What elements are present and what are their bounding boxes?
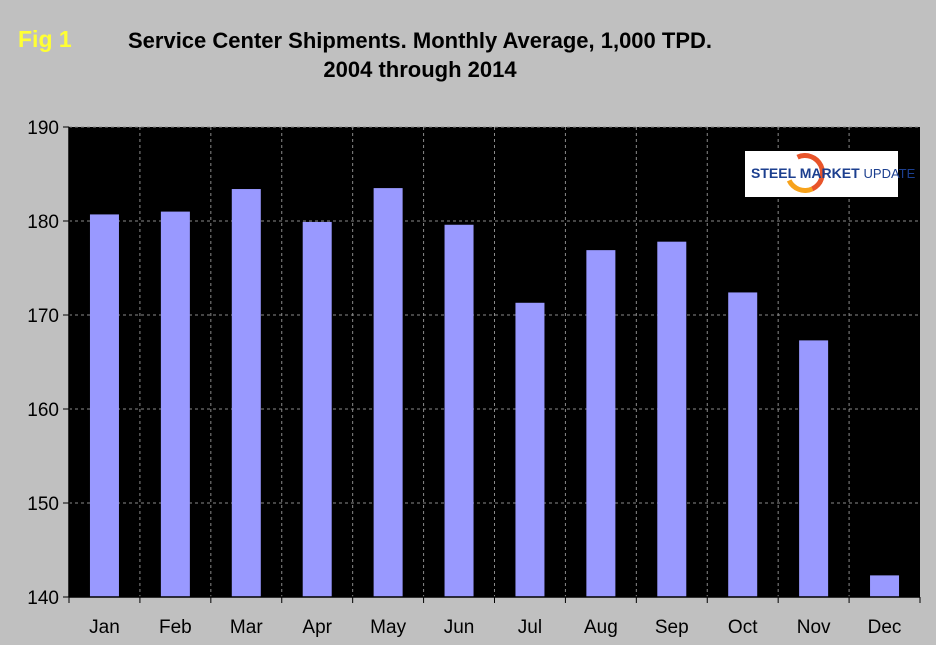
bar-sep xyxy=(657,241,687,597)
x-tick-label: May xyxy=(370,617,406,638)
x-tick-label: Nov xyxy=(797,617,831,638)
y-tick-label: 160 xyxy=(27,400,59,421)
x-tick-label: Mar xyxy=(230,617,263,638)
bar-nov xyxy=(799,340,829,597)
x-tick-label: Aug xyxy=(584,617,618,638)
x-tick-label: Jul xyxy=(518,617,542,638)
chart-title-line1: Service Center Shipments. Monthly Averag… xyxy=(127,28,712,53)
x-tick-label: Sep xyxy=(655,617,689,638)
bar-apr xyxy=(302,221,332,597)
x-tick-label: Oct xyxy=(728,617,758,638)
logo-text-main: STEEL MARKET xyxy=(751,165,860,181)
y-tick-label: 150 xyxy=(27,494,59,515)
chart-title-line2: 2004 through 2014 xyxy=(323,57,517,82)
x-tick-label: Dec xyxy=(868,617,902,638)
y-tick-label: 140 xyxy=(27,588,59,609)
bar-mar xyxy=(231,189,261,598)
figure-label: Fig 1 xyxy=(18,26,72,52)
bar-feb xyxy=(160,211,190,597)
steel-market-update-logo: STEEL MARKET UPDATE xyxy=(745,147,915,199)
x-tick-label: Jan xyxy=(89,617,120,638)
bar-jan xyxy=(89,214,119,598)
logo-text-sub: UPDATE xyxy=(863,166,916,181)
y-tick-label: 180 xyxy=(27,212,59,233)
bar-aug xyxy=(586,250,616,597)
y-tick-label: 190 xyxy=(27,118,59,139)
x-tick-label: Apr xyxy=(302,617,332,638)
y-tick-label: 170 xyxy=(27,306,59,327)
x-tick-label: Jun xyxy=(444,617,475,638)
bar-dec xyxy=(870,575,900,597)
bar-jul xyxy=(515,302,545,597)
chart-title: Service Center Shipments. Monthly Averag… xyxy=(100,26,740,84)
x-tick-label: Feb xyxy=(159,617,192,638)
bar-jun xyxy=(444,224,474,597)
bar-oct xyxy=(728,292,758,597)
bar-may xyxy=(373,188,403,597)
